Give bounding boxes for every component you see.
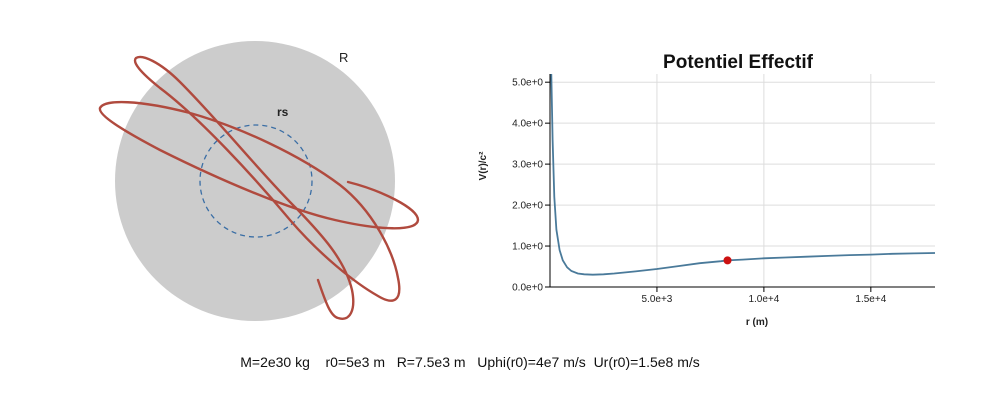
- schwarzschild-radius-label: rs: [277, 105, 289, 119]
- star-radius-label: R: [339, 50, 348, 65]
- y-tick-label: 5.0e+0: [512, 78, 543, 89]
- schwarzschild-horizon: [199, 124, 313, 238]
- param-ur: Ur(r0)=1.5e8 m/s: [593, 354, 700, 370]
- y-axis-label: V(r)/c²: [478, 151, 489, 181]
- x-axis-label: r (m): [746, 317, 768, 328]
- parameters-line: M=2e30 kg r0=5e3 m R=7.5e3 m Uphi(r0)=4e…: [0, 354, 940, 370]
- orbit-panel: R rs: [98, 41, 420, 321]
- param-radius: R=7.5e3 m: [396, 354, 466, 370]
- y-tick-label: 0.0e+0: [512, 283, 543, 294]
- chart-title: Potentiel Effectif: [663, 52, 814, 73]
- x-tick-label: 5.0e+3: [642, 294, 673, 305]
- potential-curve: [550, 73, 936, 276]
- current-position-marker: [723, 256, 732, 265]
- x-tick-label: 1.5e+4: [855, 294, 886, 305]
- x-tick-label: 1.0e+4: [748, 294, 779, 305]
- y-tick-label: 2.0e+0: [512, 201, 543, 212]
- param-mass: M=2e30 kg: [240, 354, 310, 370]
- param-uphi: Uphi(r0)=4e7 m/s: [477, 354, 586, 370]
- potential-chart: Potentiel Effectif 0.0e+0 1.0e+0 2.0e+0 3.0…: [478, 52, 936, 328]
- y-tick-label: 4.0e+0: [512, 119, 543, 130]
- orbit-trajectory: [98, 55, 420, 320]
- chart-grid: [550, 74, 935, 287]
- y-tick-label: 3.0e+0: [512, 160, 543, 171]
- y-tick-label: 1.0e+0: [512, 242, 543, 253]
- param-r0: r0=5e3 m: [325, 354, 386, 370]
- chart-ticks: 0.0e+0 1.0e+0 2.0e+0 3.0e+0 4.0e+0 5.0e+0 5.0e…: [512, 78, 887, 305]
